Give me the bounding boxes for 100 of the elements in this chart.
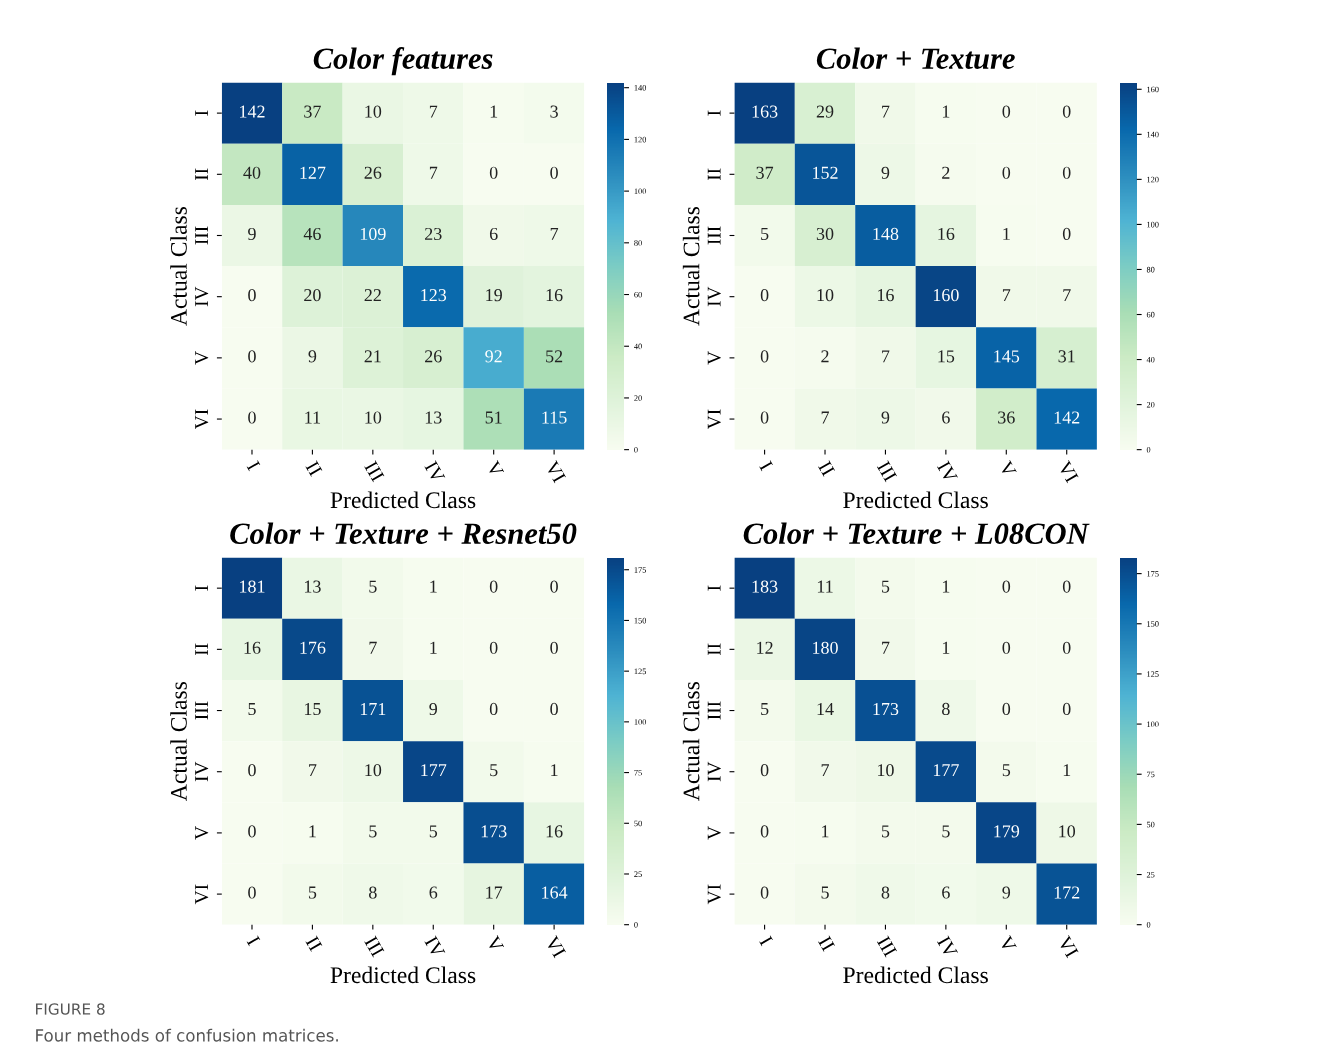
color-bar-label: 40 [634, 343, 642, 350]
data-label: 10 [817, 289, 834, 302]
data-label: 0 [248, 886, 256, 899]
data-label: 9 [881, 166, 890, 179]
data-label: 0 [248, 411, 256, 424]
data-label: 7 [369, 641, 377, 654]
data-label: 5 [761, 703, 769, 716]
color-bar-label: 150 [634, 617, 647, 624]
data-label: 145 [994, 350, 1020, 363]
data-label: 7 [882, 641, 890, 654]
data-label: 5 [490, 764, 498, 777]
data-label: 37 [756, 166, 774, 179]
y-tick-label: VI [707, 884, 721, 905]
color-bar-label: 25 [634, 871, 642, 877]
data-label: 19 [486, 289, 502, 302]
data-label: 14 [817, 702, 834, 715]
y-tick-label: IV [195, 761, 209, 782]
data-label: 172 [1054, 886, 1080, 899]
data-label: 0 [1002, 702, 1011, 716]
data-label: 0 [1002, 580, 1011, 593]
x-tick-label: I [759, 460, 773, 472]
data-label: 177 [421, 764, 447, 777]
data-label: 9 [881, 411, 890, 424]
data-label: 0 [248, 825, 256, 838]
data-label: 5 [761, 228, 769, 241]
data-label: 37 [304, 105, 321, 118]
data-label: 1 [309, 825, 316, 838]
data-label: 142 [240, 105, 265, 118]
color-bar-label: 120 [634, 136, 647, 143]
data-label: 9 [308, 350, 317, 363]
data-label: 6 [942, 411, 950, 424]
data-label: 7 [821, 764, 830, 777]
data-label: 179 [994, 825, 1020, 838]
color-bar-label: 80 [634, 240, 642, 246]
data-label: 10 [365, 411, 382, 424]
data-label: 5 [308, 886, 317, 899]
data-label: 15 [304, 702, 321, 716]
y-tick-label: V [707, 351, 721, 365]
data-label: 180 [813, 641, 838, 654]
color-bar-label: 75 [1147, 771, 1155, 778]
chart-title: Color features [313, 47, 493, 76]
data-label: 171 [360, 702, 386, 715]
data-label: 5 [821, 886, 829, 899]
data-label: 7 [882, 350, 890, 363]
data-label: 8 [942, 702, 950, 716]
y-tick-label: III [195, 226, 208, 245]
data-label: 1 [490, 105, 498, 118]
y-tick-label: I [707, 110, 721, 116]
color-bar-label: 175 [634, 567, 647, 573]
y-tick-label: III [707, 226, 721, 245]
x-tick-label: I [759, 935, 773, 947]
color-bar-label: 0 [634, 922, 638, 928]
data-label: 36 [998, 411, 1015, 424]
data-label: 123 [421, 289, 447, 302]
x-tick-label: VI [544, 459, 566, 484]
data-label: 1 [430, 580, 437, 593]
color-bar-label: 50 [634, 820, 642, 827]
x-axis-title: Predicted Class [330, 491, 476, 509]
color-bar-label: 140 [1147, 131, 1159, 138]
y-tick-label: VI [195, 409, 209, 430]
x-tick-label: IV [936, 460, 958, 484]
data-label: 173 [481, 825, 507, 838]
data-label: 0 [550, 702, 558, 716]
data-label: 92 [485, 350, 502, 363]
x-tick-label: V [485, 934, 505, 954]
x-tick-label: IV [936, 935, 958, 959]
data-label: 5 [1002, 764, 1011, 777]
y-tick-label: V [195, 351, 209, 365]
color-bar-label: 60 [1146, 311, 1155, 318]
data-label: 51 [485, 411, 502, 424]
color-bar-label: 150 [1147, 621, 1159, 627]
color-bar-label: 50 [1146, 821, 1155, 828]
data-label: 7 [882, 105, 890, 118]
color-bar-label: 160 [1147, 86, 1159, 93]
data-label: 1 [942, 641, 950, 654]
data-label: 2 [821, 350, 829, 363]
chart-title: Color + Texture + L08CON [743, 522, 1090, 545]
y-axis-title: Actual Class [682, 681, 700, 801]
data-label: 0 [1062, 641, 1071, 654]
data-label: 1 [551, 764, 558, 777]
x-tick-label: VI [1057, 459, 1079, 484]
y-tick-label: IV [707, 286, 721, 307]
color-bar-label: 125 [1147, 671, 1159, 677]
data-label: 17 [486, 886, 503, 899]
y-tick-label: V [707, 826, 721, 840]
data-label: 6 [429, 886, 438, 899]
data-label: 5 [429, 825, 438, 838]
data-label: 30 [816, 227, 834, 241]
data-label: 0 [1062, 580, 1071, 593]
data-label: 0 [1062, 166, 1071, 179]
data-label: 5 [881, 825, 890, 838]
data-label: 7 [309, 764, 317, 777]
color-bar-label: 20 [634, 395, 642, 401]
y-tick-label: III [195, 701, 208, 720]
data-label: 7 [429, 105, 438, 118]
x-tick-label: III [364, 935, 385, 958]
data-label: 10 [1059, 825, 1076, 838]
data-label: 23 [425, 227, 442, 241]
data-label: 0 [760, 289, 769, 302]
data-label: 0 [489, 580, 498, 593]
